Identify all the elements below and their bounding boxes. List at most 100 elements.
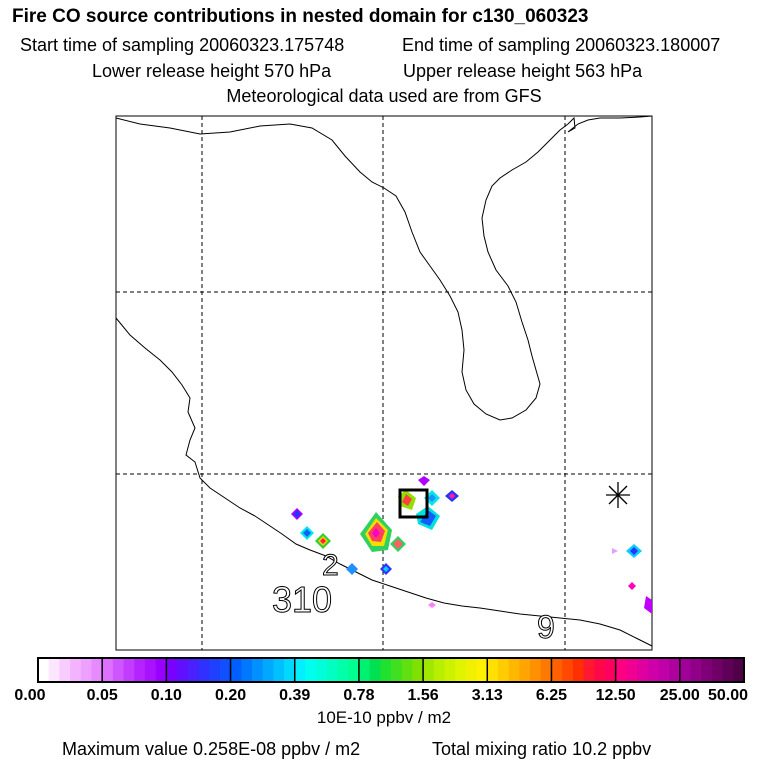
plume-cell — [383, 566, 389, 572]
colorbar-tick-label: 0.39 — [279, 687, 310, 704]
colorbar-cell — [562, 658, 574, 682]
plume-cell — [449, 493, 455, 499]
colorbar-cell — [476, 658, 488, 682]
colorbar-cell — [444, 658, 456, 682]
colorbar-cell — [177, 658, 189, 682]
start-time: Start time of sampling 20060323.175748 — [20, 35, 345, 55]
lower-release-height: Lower release height 570 hPa — [92, 61, 332, 81]
contour-label-2: 2 — [322, 549, 339, 582]
colorbar-cell — [294, 658, 306, 682]
plume-cell — [644, 596, 652, 614]
colorbar-ticks — [101, 658, 681, 682]
colorbar-cell — [134, 658, 146, 682]
colorbar-tick-label: 6.25 — [536, 687, 567, 704]
contour-label-310: 310 — [272, 579, 332, 620]
met-data-source: Meteorological data used are from GFS — [226, 86, 542, 106]
colorbar-cells — [38, 658, 745, 682]
contour-label-9: 9 — [537, 609, 555, 645]
colorbar-cell — [733, 658, 745, 682]
colorbar-cell — [112, 658, 125, 682]
colorbar-frame — [37, 657, 745, 683]
colorbar-cell — [615, 658, 627, 682]
colorbar-cell — [391, 658, 403, 682]
colorbar-cell — [487, 658, 499, 682]
colorbar-tick-label: 0.10 — [151, 687, 182, 704]
colorbar-cell — [594, 658, 606, 682]
colorbar-cell — [358, 658, 371, 682]
plume-cell — [418, 476, 430, 486]
colorbar-cell — [48, 658, 60, 682]
colorbar-cell — [209, 658, 221, 682]
coastline-peninsula — [567, 115, 653, 133]
colorbar-cell — [701, 658, 713, 682]
colorbar-cell — [198, 658, 210, 682]
colorbar-tick-label: 0.20 — [215, 687, 246, 704]
plume-cell — [612, 548, 618, 554]
colorbar-unit: 10E-10 ppbv / m2 — [316, 708, 452, 727]
colorbar-cell — [647, 658, 659, 682]
end-time: End time of sampling 20060323.180007 — [402, 35, 721, 55]
colorbar-cell — [219, 658, 232, 682]
colorbar-cell — [401, 658, 413, 682]
chart-title: Fire CO source contributions in nested d… — [12, 6, 589, 27]
upper-release-height: Upper release height 563 hPa — [403, 61, 643, 81]
colorbar-cell — [348, 658, 360, 682]
colorbar-tick-label: 25.00 — [660, 687, 700, 704]
coastline — [115, 115, 653, 647]
colorbar-tick-label: 3.13 — [472, 687, 503, 704]
colorbar-cell — [251, 658, 264, 682]
colorbar-cell — [679, 658, 692, 682]
colorbar-cell — [102, 658, 114, 682]
colorbar-cell — [38, 658, 50, 682]
plume-cell — [372, 528, 380, 538]
asterisk-marker — [606, 482, 630, 508]
colorbar-cell — [465, 658, 478, 682]
colorbar-cell — [519, 658, 531, 682]
colorbar-cell — [166, 658, 178, 682]
colorbar-cell — [722, 658, 734, 682]
colorbar-cell — [433, 658, 445, 682]
plume-cell — [320, 538, 326, 544]
colorbar-cell — [583, 658, 595, 682]
colorbar-cell — [155, 658, 167, 682]
colorbar-cell — [59, 658, 71, 682]
colorbar-cell — [508, 658, 520, 682]
colorbar-tick-label: 0.78 — [343, 687, 374, 704]
plume-cell — [303, 529, 311, 537]
colorbar-tick-label: 12.50 — [596, 687, 636, 704]
plume-cell — [428, 494, 436, 502]
colorbar-cell — [273, 658, 285, 682]
colorbar-cell — [540, 658, 552, 682]
plume-cell — [393, 539, 403, 549]
colorbar-cell — [241, 658, 253, 682]
colorbar-cell — [637, 658, 649, 682]
colorbar-cell — [380, 658, 392, 682]
colorbar-cell — [497, 658, 510, 682]
release-box-marker — [398, 488, 429, 519]
colorbar-cell — [423, 658, 435, 682]
colorbar-cell — [369, 658, 381, 682]
plume-cell — [630, 547, 638, 555]
colorbar-cell — [316, 658, 328, 682]
colorbar-cell — [412, 658, 424, 682]
colorbar-cell — [91, 658, 103, 682]
colorbar-cell — [337, 658, 349, 682]
colorbar-cell — [284, 658, 296, 682]
coastline-gulf — [115, 117, 569, 421]
colorbar-cell — [551, 658, 563, 682]
total-mixing-ratio: Total mixing ratio 10.2 ppbv — [432, 739, 652, 759]
colorbar-tick-label: 1.56 — [408, 687, 439, 704]
graticule — [116, 116, 652, 650]
colorbar-tick-label: 0.05 — [87, 687, 118, 704]
colorbar-tick-labels: 0.00 0.05 0.10 0.20 0.39 0.78 1.56 3.13 6.25 12.5… — [14, 687, 748, 704]
colorbar-cell — [604, 658, 617, 682]
colorbar-cell — [262, 658, 274, 682]
plume-cell — [628, 582, 636, 590]
colorbar-cell — [230, 658, 242, 682]
colorbar-tick-label: 50.00 — [708, 687, 748, 704]
plume-cell — [346, 563, 358, 575]
colorbar-cell — [123, 658, 135, 682]
plume-cell — [293, 510, 301, 518]
